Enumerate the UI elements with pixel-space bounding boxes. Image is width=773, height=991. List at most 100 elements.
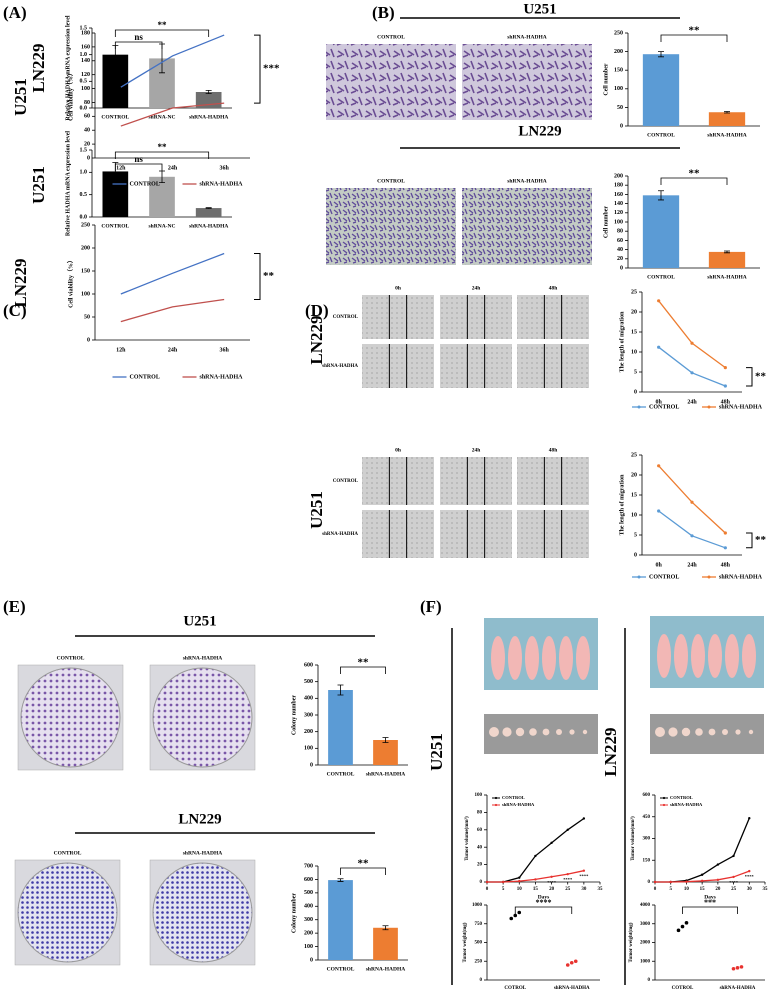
y-tick-label: 700 bbox=[304, 863, 313, 869]
series-marker bbox=[732, 875, 735, 879]
y-tick-label: 20 bbox=[84, 141, 90, 147]
y-tick-label: 150 bbox=[643, 858, 651, 863]
y-tick-label: 500 bbox=[304, 679, 313, 685]
series-marker bbox=[534, 878, 537, 881]
y-tick-label: 0 bbox=[648, 880, 651, 885]
scratch-image bbox=[362, 510, 434, 558]
y-tick-label: 80 bbox=[84, 100, 90, 106]
mouse bbox=[725, 634, 739, 678]
y-tick-label: 200 bbox=[304, 729, 313, 735]
series-marker bbox=[748, 817, 751, 820]
y-tick-label: 0.5 bbox=[80, 192, 88, 198]
panel-label: (A) bbox=[3, 3, 27, 22]
y-axis-label: The length of migration bbox=[619, 311, 625, 372]
tumor bbox=[668, 727, 678, 737]
row-caption: shRNA-HADHA bbox=[322, 364, 358, 369]
data-point bbox=[731, 966, 736, 971]
y-tick-label: 1.5 bbox=[80, 147, 88, 153]
tumor bbox=[569, 729, 575, 735]
image-caption: CONTROL bbox=[57, 655, 85, 661]
significance-bracket bbox=[114, 41, 163, 49]
significance-label: ** bbox=[755, 534, 767, 546]
y-tick-label: 80 bbox=[477, 811, 483, 816]
side-title: U251 bbox=[307, 491, 326, 529]
y-tick-label: 0.0 bbox=[80, 214, 88, 220]
series-marker bbox=[716, 863, 720, 866]
tumor bbox=[502, 727, 512, 737]
y-tick-label: 250 bbox=[81, 222, 90, 228]
y-tick-label: 180 bbox=[81, 30, 90, 36]
tumor bbox=[748, 729, 754, 735]
y-tick-label: 0 bbox=[620, 123, 623, 129]
series-marker bbox=[732, 854, 735, 858]
error-bar bbox=[205, 90, 212, 94]
series-marker bbox=[748, 869, 751, 873]
data-point bbox=[735, 966, 740, 970]
panel-label: (B) bbox=[372, 3, 395, 22]
legend-label: shRNA-HADHA bbox=[200, 181, 244, 187]
y-tick-label: 10 bbox=[631, 512, 637, 518]
x-tick-label: 30 bbox=[581, 887, 587, 892]
micrograph bbox=[326, 188, 456, 265]
legend-label: shRNA-HADHA bbox=[670, 802, 703, 807]
legend-label: CONTROL bbox=[502, 795, 525, 800]
y-tick-label: 15 bbox=[631, 329, 637, 335]
y-axis-label: The length of migration bbox=[619, 474, 625, 535]
x-tick-label: shRNA-HADHA bbox=[366, 966, 405, 972]
x-tick-label: 15 bbox=[533, 887, 539, 892]
x-tick-label: 35 bbox=[598, 887, 604, 892]
x-tick-label: 25 bbox=[731, 887, 737, 892]
data-point bbox=[517, 910, 522, 915]
mouse bbox=[657, 634, 671, 678]
series-line bbox=[120, 298, 225, 323]
y-axis-label: Cell number bbox=[603, 206, 609, 239]
series-marker bbox=[716, 878, 720, 882]
y-tick-label: 200 bbox=[304, 931, 313, 937]
error-bar bbox=[382, 737, 389, 743]
significance-label: ** bbox=[755, 370, 767, 382]
series-marker bbox=[690, 341, 694, 345]
section-header: U251 bbox=[183, 613, 216, 629]
bar bbox=[195, 208, 222, 217]
legend-marker bbox=[707, 575, 711, 579]
x-tick-label: 12h bbox=[116, 165, 126, 171]
series-marker bbox=[690, 534, 694, 538]
x-tick-label: 24h bbox=[168, 165, 178, 171]
y-tick-label: 160 bbox=[614, 192, 623, 198]
y-tick-label: 40 bbox=[84, 128, 90, 134]
y-tick-label: 15 bbox=[631, 492, 637, 498]
image-caption: shRNA-HADHA bbox=[183, 655, 222, 661]
y-axis-label: Colony number bbox=[291, 695, 297, 736]
legend-label: shRNA-HADHA bbox=[502, 802, 535, 807]
x-tick-label: CONTROL bbox=[327, 966, 355, 972]
mouse bbox=[691, 634, 705, 678]
panel-label: (F) bbox=[420, 597, 442, 616]
y-tick-label: 150 bbox=[81, 268, 90, 274]
y-axis-label: Relative HADHA mRNA expression level bbox=[65, 15, 71, 121]
y-tick-label: 300 bbox=[304, 917, 313, 923]
x-tick-label: 10 bbox=[684, 887, 690, 892]
scratch-image bbox=[440, 510, 512, 558]
row-caption: CONTROL bbox=[333, 315, 359, 320]
y-tick-label: 10 bbox=[631, 349, 637, 355]
legend-label: shRNA-HADHA bbox=[200, 374, 244, 380]
y-tick-label: 20 bbox=[631, 309, 637, 315]
bar bbox=[328, 690, 353, 765]
series-marker bbox=[582, 869, 586, 872]
legend-marker bbox=[637, 575, 641, 579]
series-marker bbox=[534, 854, 537, 858]
data-point bbox=[684, 921, 689, 925]
y-tick-label: 500 bbox=[304, 890, 313, 896]
y-tick-label: 300 bbox=[643, 837, 651, 842]
series-marker bbox=[566, 872, 569, 876]
x-tick-label: 0h bbox=[655, 562, 662, 568]
series-marker bbox=[657, 345, 661, 349]
scratch-image bbox=[440, 457, 512, 505]
scratch-image bbox=[440, 344, 512, 388]
error-bar bbox=[658, 51, 664, 58]
significance-label: **** bbox=[547, 880, 557, 885]
x-tick-label: shRNA-HADHA bbox=[707, 274, 746, 280]
tumor bbox=[529, 728, 537, 736]
significance-label: ** bbox=[358, 858, 370, 870]
error-bar bbox=[724, 250, 730, 254]
